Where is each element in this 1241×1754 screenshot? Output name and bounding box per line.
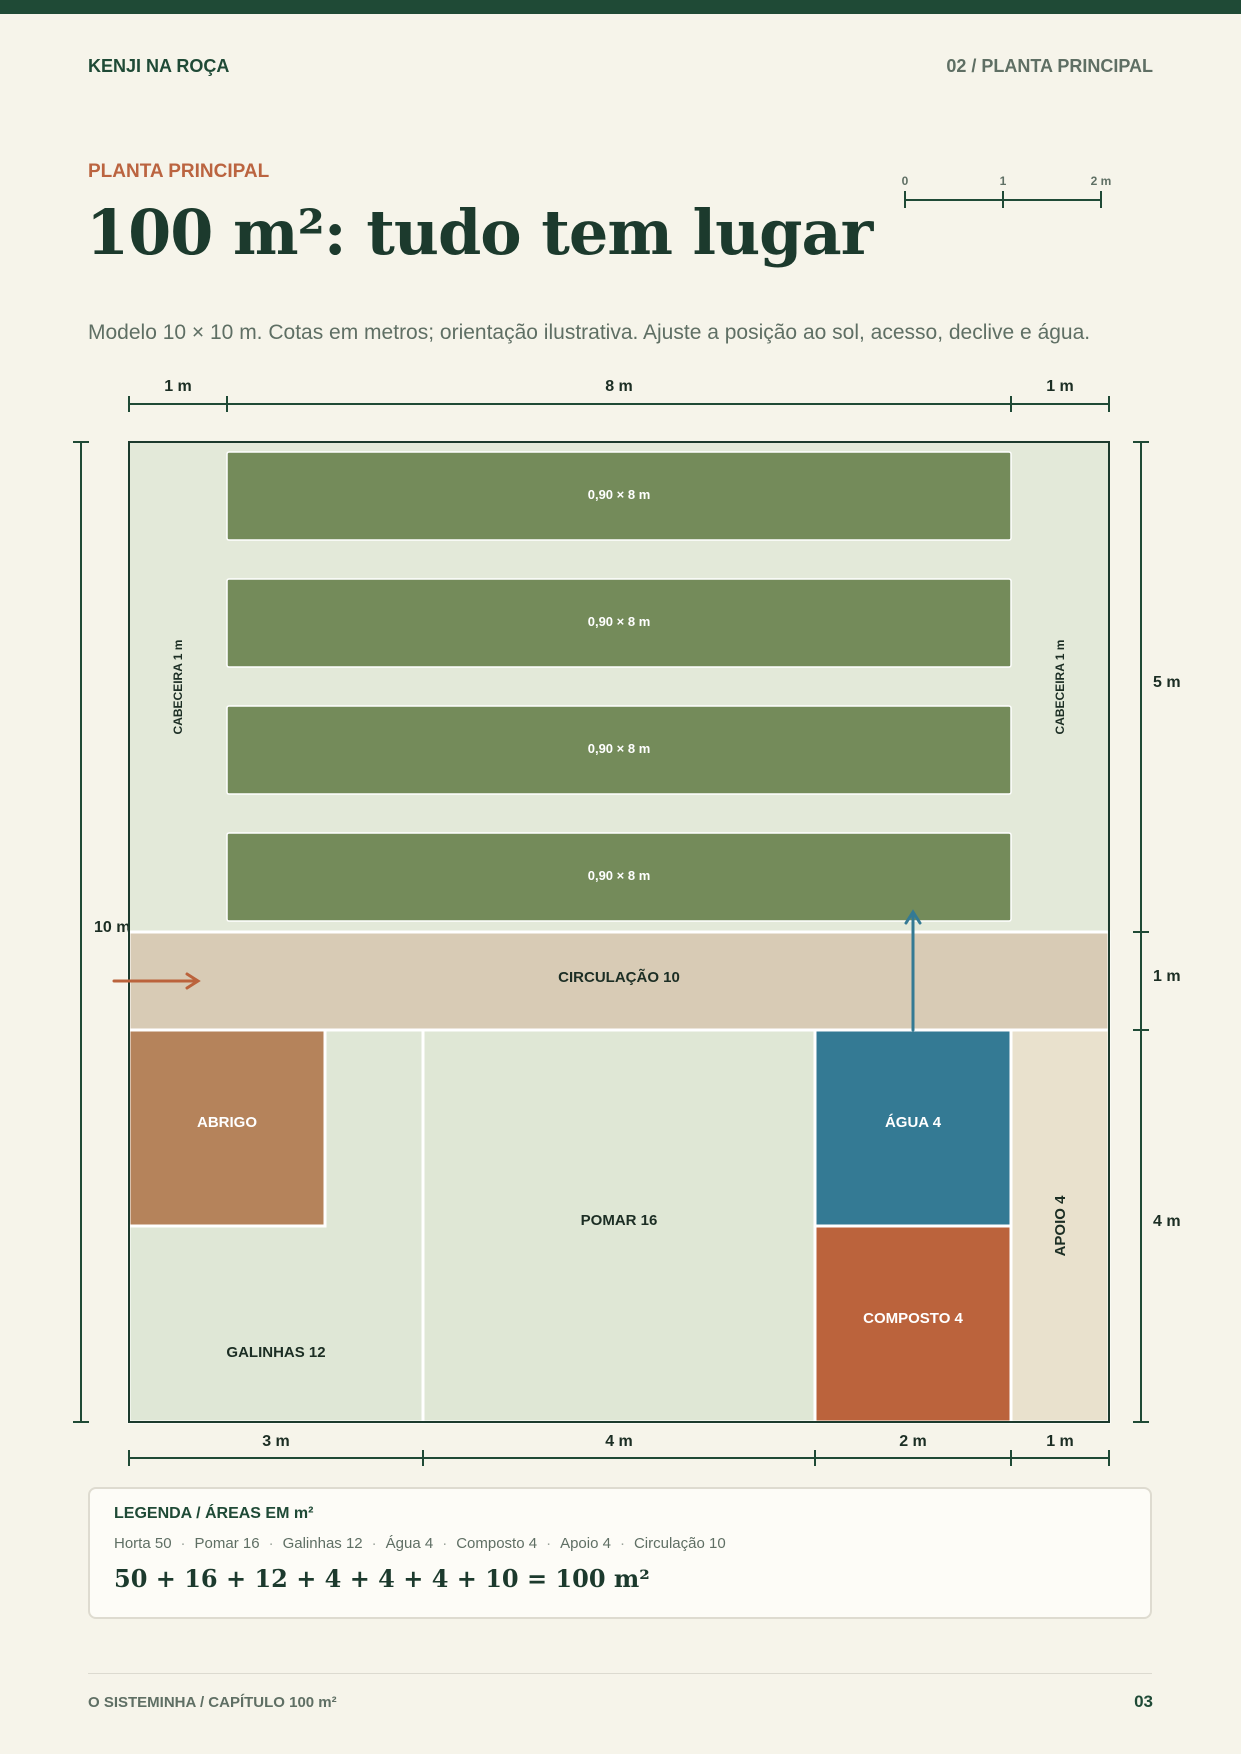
bed-2: [226, 578, 1012, 668]
headland-right-label: CABECEIRA 1 m: [1053, 640, 1067, 735]
legend-item: Pomar 16: [194, 1535, 260, 1552]
right-dimension: [1133, 441, 1149, 1423]
headland-left-label: CABECEIRA 1 m: [171, 640, 185, 735]
site-plan: 0 1 2 m 1 m 8 m 1 m 10 m 5 m 1 m 4 m: [73, 174, 1181, 1466]
scale-label-2: 2 m: [1091, 174, 1112, 188]
compost-zone: [813, 1224, 1013, 1424]
bed-1: [226, 451, 1012, 541]
legend-item: Água 4: [385, 1535, 434, 1552]
plan-border: [128, 441, 1110, 1423]
legend-item: Circulação 10: [633, 1535, 726, 1552]
bed-2-label: 0,90 × 8 m: [588, 614, 651, 629]
bottom-dim-2: 4 m: [605, 1433, 633, 1450]
legend-item: Horta 50: [114, 1535, 172, 1552]
top-dimension: [128, 396, 1110, 412]
water-flow-arrow-icon: [904, 909, 922, 1032]
legend-item: Composto 4: [456, 1535, 538, 1552]
bottom-dim-3: 2 m: [899, 1433, 927, 1450]
orchard-zone: [421, 1028, 817, 1424]
legend-item: Apoio 4: [560, 1535, 611, 1552]
top-dim-2: 8 m: [605, 378, 633, 395]
circulation-label: CIRCULAÇÃO 10: [558, 968, 680, 986]
support-label: APOIO 4: [1052, 1195, 1069, 1257]
top-dim-1: 1 m: [164, 378, 192, 395]
legend-sum: 50 + 16 + 12 + 4 + 4 + 4 + 10 = 100 m²: [114, 1564, 650, 1593]
page-subtitle: Modelo 10 × 10 m. Cotas em metros; orien…: [88, 321, 1091, 344]
scale-label-1: 1: [1000, 174, 1007, 188]
support-zone: [1009, 1028, 1111, 1424]
bottom-dim-4: 1 m: [1046, 1433, 1074, 1450]
brand-name: KENJI NA ROÇA: [88, 56, 230, 76]
shelter-label: ABRIGO: [197, 1114, 257, 1131]
left-dimension: [73, 441, 89, 1423]
page-number: 03: [1134, 1692, 1153, 1711]
page-title: 100 m²: tudo tem lugar: [86, 196, 873, 269]
bed-3-label: 0,90 × 8 m: [588, 741, 651, 756]
right-dim-2: 1 m: [1153, 968, 1181, 985]
bed-3: [226, 705, 1012, 795]
right-dim-3: 4 m: [1153, 1213, 1181, 1230]
footer-divider: [88, 1673, 1152, 1674]
legend-item: Galinhas 12: [282, 1535, 363, 1552]
right-dim-1: 5 m: [1153, 674, 1181, 691]
orchard-label: POMAR 16: [581, 1212, 658, 1229]
page-kicker: PLANTA PRINCIPAL: [88, 161, 270, 182]
compost-label: COMPOSTO 4: [863, 1310, 963, 1327]
bed-4-label: 0,90 × 8 m: [588, 868, 651, 883]
legend-items: Horta 50 · Pomar 16 · Galinhas 12 · Água 4 · Com…: [114, 1535, 726, 1552]
bottom-dimension: [128, 1450, 1110, 1466]
bed-1-label: 0,90 × 8 m: [588, 487, 651, 502]
bed-4: [226, 832, 1012, 922]
bottom-dim-1: 3 m: [262, 1433, 290, 1450]
scale-label-0: 0: [902, 174, 909, 188]
section-reference: 02 / PLANTA PRINCIPAL: [946, 56, 1153, 76]
chickens-label: GALINHAS 12: [226, 1344, 325, 1361]
shelter-zone: [127, 1028, 327, 1228]
water-label: ÁGUA 4: [885, 1114, 942, 1131]
top-bar: [0, 0, 1241, 14]
legend-title: LEGENDA / ÁREAS EM m²: [114, 1505, 314, 1522]
legend-panel: LEGENDA / ÁREAS EM m² Horta 50 · Pomar 16 ·…: [88, 1487, 1152, 1619]
top-dim-3: 1 m: [1046, 378, 1074, 395]
scale-bar: [904, 191, 1102, 208]
left-dim: 10 m: [94, 919, 130, 936]
footer-chapter: O SISTEMINHA / CAPÍTULO 100 m²: [88, 1694, 337, 1711]
entry-arrow-icon: [112, 972, 201, 990]
